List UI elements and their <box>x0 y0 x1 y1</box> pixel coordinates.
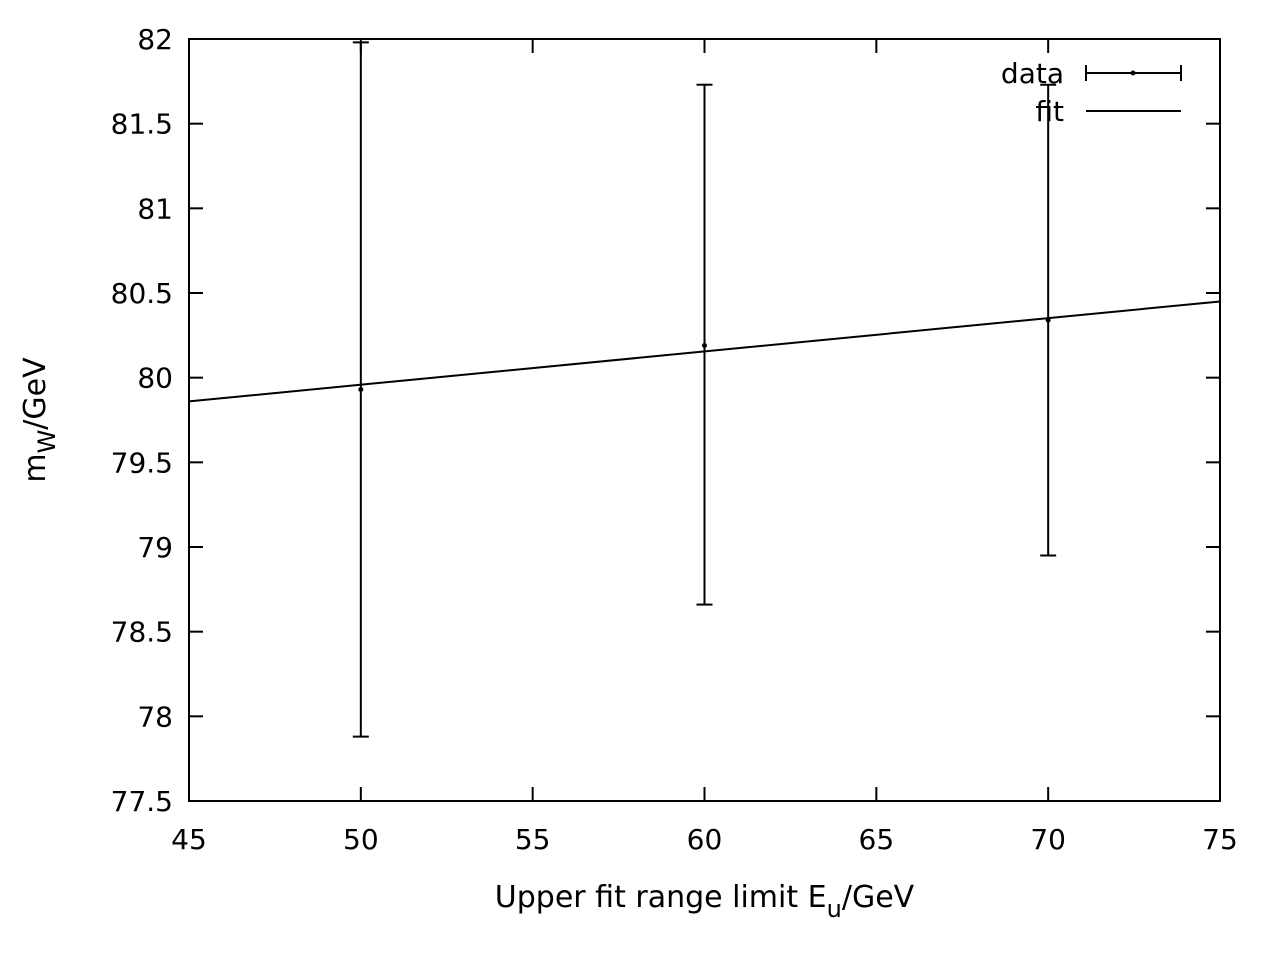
series-layer <box>188 41 1221 738</box>
legend-label-data: data <box>1001 57 1064 90</box>
y-tick-label: 81.5 <box>111 108 173 141</box>
x-axis-label: Upper fit range limit Eu/GeV <box>495 880 915 923</box>
x-tick-label: 50 <box>343 823 379 856</box>
y-tick-label: 77.5 <box>111 785 173 818</box>
y-tick-label: 80.5 <box>111 277 173 310</box>
data-marker <box>358 387 364 393</box>
x-tick-label: 65 <box>859 823 895 856</box>
x-tick-label: 75 <box>1202 823 1238 856</box>
x-tick-label: 45 <box>171 823 207 856</box>
ticks-layer <box>188 38 1221 802</box>
y-axis-label: mW/GeV <box>18 357 61 483</box>
data-point <box>1040 83 1057 557</box>
labels-layer: 45 50 55 60 65 70 75 77.5 78 78.5 79 79.5 80 80.5 81 81… <box>18 23 1238 923</box>
x-tick-label: 55 <box>515 823 551 856</box>
y-tick-label: 79 <box>137 531 173 564</box>
data-point <box>696 83 713 606</box>
fit-line <box>188 300 1221 403</box>
x-tick-label: 60 <box>687 823 723 856</box>
y-tick-label: 78.5 <box>111 616 173 649</box>
data-point <box>352 41 369 738</box>
y-tick-label: 79.5 <box>111 446 173 479</box>
y-tick-label: 80 <box>137 362 173 395</box>
y-tick-label: 78 <box>137 700 173 733</box>
y-tick-label: 82 <box>137 23 173 56</box>
x-tick-label: 70 <box>1030 823 1066 856</box>
data-marker <box>702 342 707 348</box>
legend-label-fit: fit <box>1035 95 1064 128</box>
legend-marker <box>1130 70 1136 76</box>
legend: data fit <box>1001 57 1182 128</box>
y-tick-label: 81 <box>137 192 173 225</box>
